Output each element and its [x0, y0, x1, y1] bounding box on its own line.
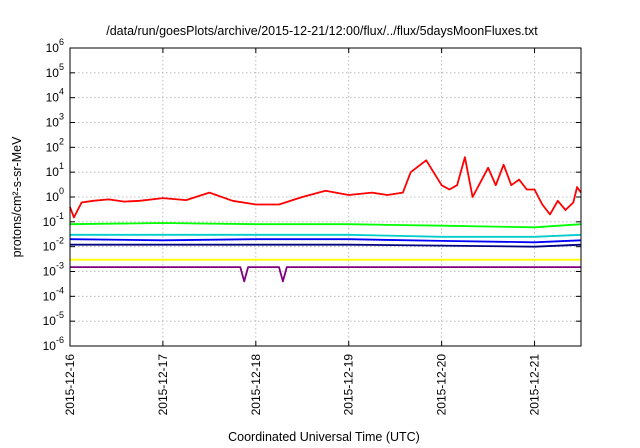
y-tick-exponent: 3 — [59, 112, 64, 122]
y-tick-label: 101 — [46, 161, 64, 179]
y-tick-exponent: -2 — [56, 236, 64, 246]
x-tick-label: 2015-12-20 — [435, 354, 449, 416]
y-tick-exponent: -1 — [56, 211, 64, 221]
y-tick-label: 102 — [46, 136, 64, 154]
x-tick-label: 2015-12-21 — [528, 354, 542, 416]
y-tick-label: 105 — [46, 62, 64, 80]
y-axis-label: protons/cm²-s-sr-MeV — [10, 136, 24, 258]
x-tick-label: 2015-12-18 — [249, 354, 263, 416]
y-tick-exponent: 5 — [59, 62, 64, 72]
series-line-1 — [69, 156, 582, 219]
y-tick-exponent: -3 — [56, 261, 64, 271]
y-tick-exponent: 4 — [59, 87, 64, 97]
y-tick-exponent: -5 — [56, 310, 64, 320]
series-group — [69, 156, 582, 283]
y-tick-exponent: -6 — [56, 335, 64, 345]
x-tick-label: 2015-12-16 — [63, 354, 77, 416]
y-tick-exponent: 1 — [59, 161, 64, 171]
x-tick-label: 2015-12-17 — [156, 354, 170, 416]
y-tick-label: 10-6 — [43, 335, 64, 353]
series-line-2 — [69, 222, 582, 229]
y-tick-label: 106 — [46, 37, 64, 55]
y-tick-label: 10-4 — [43, 285, 64, 303]
y-tick-exponent: 6 — [59, 37, 64, 47]
y-tick-label: 10-3 — [43, 261, 64, 279]
x-axis-ticks: 2015-12-16 2015-12-17 2015-12-18 2015-12-19… — [63, 48, 542, 415]
y-tick-label: 10-1 — [43, 211, 64, 229]
x-tick-label: 2015-12-19 — [342, 354, 356, 416]
series-line-7 — [70, 266, 581, 283]
series-line-4 — [69, 238, 582, 244]
y-tick-exponent: -4 — [56, 285, 64, 295]
chart-title: /data/run/goesPlots/archive/2015-12-21/1… — [106, 24, 538, 38]
series-line-3 — [70, 233, 582, 238]
x-axis-label: Coordinated Universal Time (UTC) — [228, 430, 420, 444]
y-tick-label: 100 — [46, 186, 64, 204]
y-tick-label: 104 — [46, 87, 64, 105]
series-line-5 — [70, 243, 582, 248]
y-tick-label: 10-5 — [43, 310, 64, 328]
y-tick-exponent: 2 — [59, 136, 64, 146]
y-tick-label: 10-2 — [43, 236, 64, 254]
grid — [70, 48, 581, 346]
y-tick-exponent: 0 — [59, 186, 64, 196]
y-tick-label: 103 — [46, 112, 64, 130]
